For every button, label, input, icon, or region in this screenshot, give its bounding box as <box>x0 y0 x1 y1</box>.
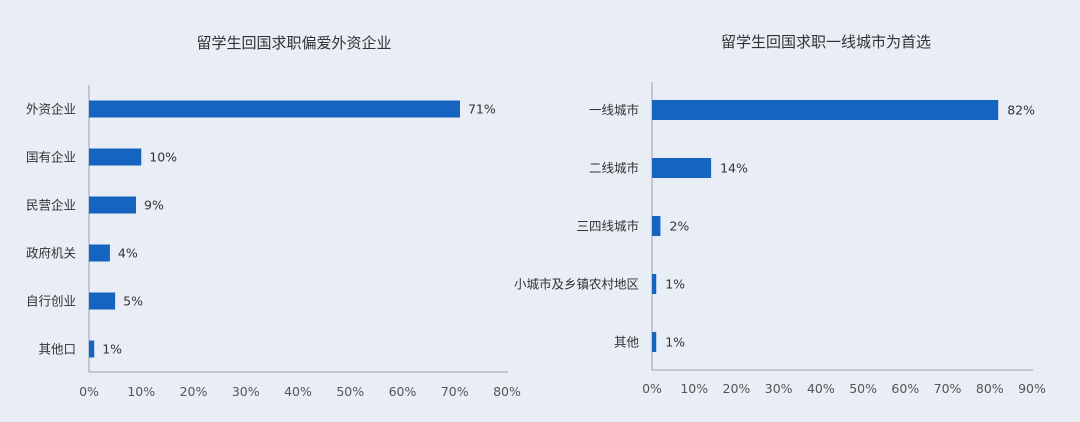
chart-left-bar <box>89 196 137 214</box>
chart-right-bar <box>652 274 657 294</box>
chart-right-tick-label: 20% <box>723 381 751 396</box>
chart-right-tick-label: 70% <box>934 381 962 396</box>
chart-right-category-label: 其他 <box>614 335 640 350</box>
chart-left-category-label: 自行创业 <box>26 294 76 309</box>
chart-right-tick-label: 90% <box>1018 381 1046 396</box>
chart-left-tick-label: 0% <box>79 384 99 399</box>
chart-left-value-label: 71% <box>468 102 496 117</box>
chart-left-bar <box>89 340 95 358</box>
chart-left-value-label: 1% <box>102 342 122 357</box>
chart-right-category-label: 三四线城市 <box>576 219 639 234</box>
chart-right-tick-label: 60% <box>891 381 919 396</box>
chart-right-tick-label: 10% <box>680 381 708 396</box>
chart-left-value-label: 9% <box>144 198 164 213</box>
chart-right-bar <box>652 216 661 236</box>
chart-right-category-label: 小城市及乡镇农村地区 <box>514 277 639 292</box>
chart-right-tick-label: 30% <box>765 381 793 396</box>
chart-left-tick-label: 50% <box>336 384 364 399</box>
chart-left-tick-label: 70% <box>441 384 469 399</box>
chart-right: 留学生回国求职一线城市为首选 一线城市二线城市三四线城市小城市及乡镇农村地区其他… <box>514 33 1046 396</box>
chart-left-category-label: 民营企业 <box>26 198 76 213</box>
chart-right-value-label: 1% <box>665 277 685 292</box>
chart-right-category-label: 一线城市 <box>589 103 639 118</box>
chart-left-tick-label: 80% <box>493 384 521 399</box>
chart-left-category-label: 外资企业 <box>26 102 76 117</box>
chart-right-bar <box>652 158 712 178</box>
chart-left-tick-label: 20% <box>180 384 208 399</box>
chart-right-title: 留学生回国求职一线城市为首选 <box>721 33 931 51</box>
chart-right-tick-label: 50% <box>849 381 877 396</box>
chart-left-bar <box>89 292 116 310</box>
chart-left-category-label: 国有企业 <box>26 150 76 165</box>
chart-right-value-label: 2% <box>669 219 689 234</box>
chart-right-tick-label: 80% <box>976 381 1004 396</box>
chart-right-bar <box>652 100 999 120</box>
chart-left-bar <box>89 244 110 262</box>
chart-left-tick-label: 10% <box>127 384 155 399</box>
chart-right-tick-label: 40% <box>807 381 835 396</box>
chart-right-tick-label: 0% <box>642 381 662 396</box>
chart-left-value-label: 5% <box>123 294 143 309</box>
chart-right-bar <box>652 332 657 352</box>
chart-left-value-label: 4% <box>118 246 138 261</box>
chart-right-category-label: 二线城市 <box>589 161 639 176</box>
chart-right-value-label: 82% <box>1007 103 1035 118</box>
chart-left-tick-label: 60% <box>389 384 417 399</box>
chart-right-value-label: 1% <box>665 335 685 350</box>
chart-left-tick-label: 30% <box>232 384 260 399</box>
chart-left-bar <box>89 100 460 118</box>
chart-left-category-label: 其他口 <box>38 342 76 357</box>
chart-left-title: 留学生回国求职偏爱外资企业 <box>196 34 391 52</box>
chart-left-value-label: 10% <box>149 150 177 165</box>
chart-left-category-label: 政府机关 <box>26 246 76 261</box>
chart-right-value-label: 14% <box>720 161 748 176</box>
chart-left-tick-label: 40% <box>284 384 312 399</box>
chart-left-bar <box>89 148 142 166</box>
